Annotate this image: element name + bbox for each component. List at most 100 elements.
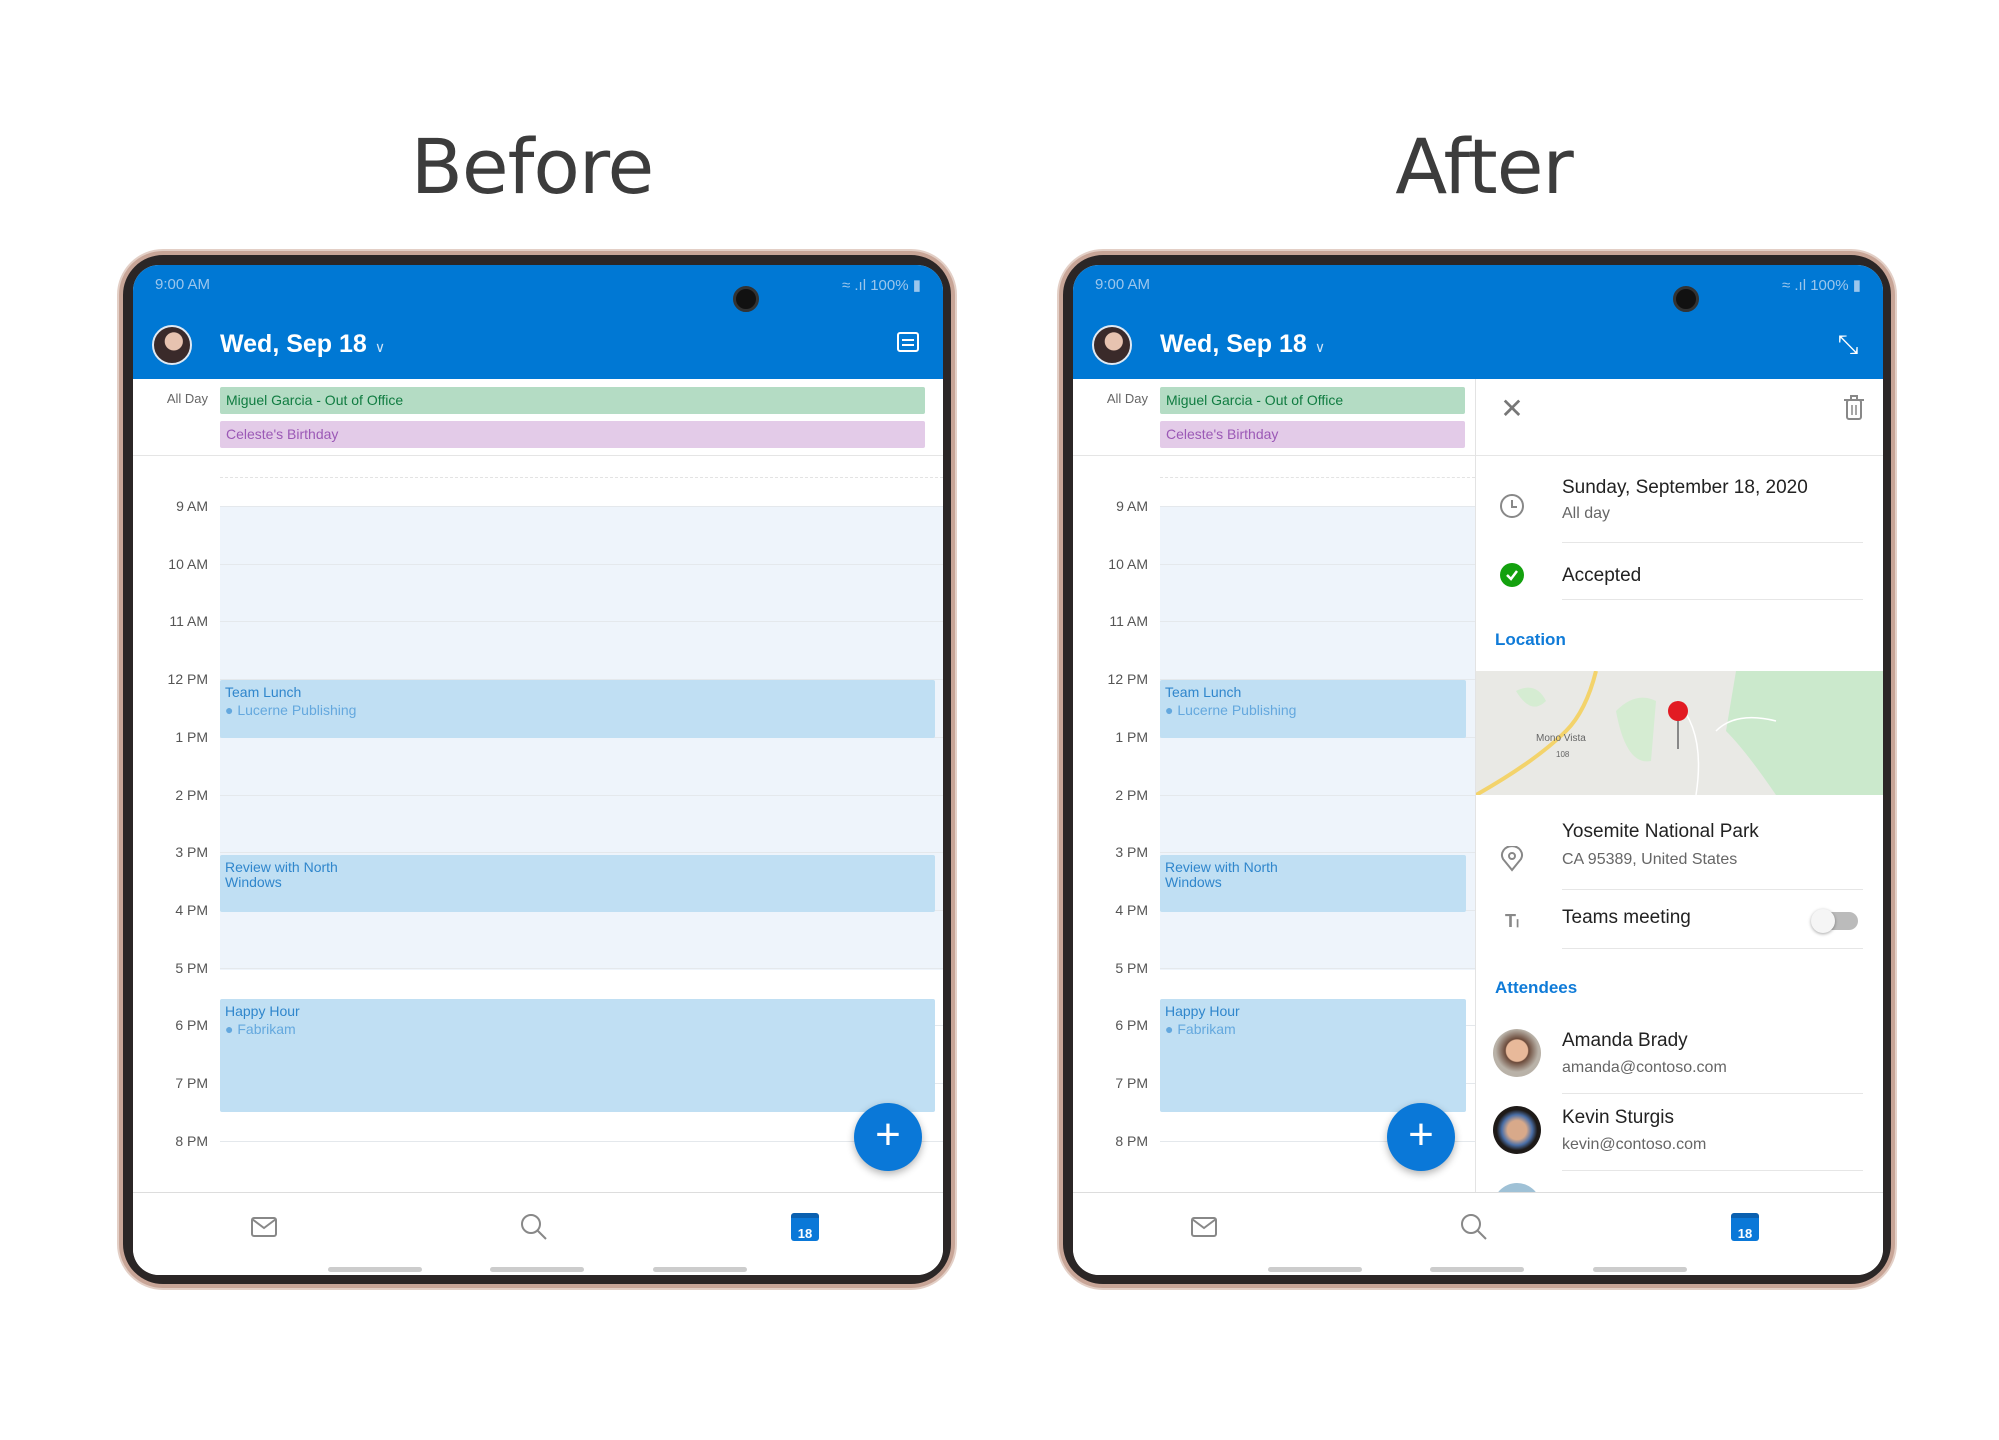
device-after: 9:00 AM ≈ .ıl 100% ▮ Wed, Sep 18 ∨ ⤡ All …: [1059, 251, 1895, 1288]
grid-line: [1160, 477, 1475, 478]
toggle-knob: [1811, 909, 1835, 933]
hour-label: 6 PM: [1115, 1017, 1148, 1034]
accepted-check-icon: [1498, 562, 1526, 590]
screen: 9:00 AM ≈ .ıl 100% ▮ Wed, Sep 18 ∨ All Da…: [133, 265, 943, 1275]
map-place-label: Mono Vista: [1536, 733, 1586, 744]
search-icon[interactable]: [1454, 1213, 1494, 1243]
event-location: ● Fabrikam: [1165, 1022, 1461, 1037]
hour-label: 3 PM: [1115, 844, 1148, 861]
after-caption: After: [1395, 122, 1574, 211]
hour-label: 6 PM: [175, 1017, 208, 1034]
calendar-event[interactable]: Review with North Windows: [1160, 855, 1466, 912]
agenda-view-icon[interactable]: [893, 329, 923, 359]
hour-label: 11 AM: [169, 613, 208, 630]
attendees-heading: Attendees: [1495, 978, 1578, 997]
all-day-event[interactable]: Miguel Garcia - Out of Office: [1160, 387, 1465, 414]
calendar-nav-icon[interactable]: 18: [791, 1213, 819, 1241]
event-location: ● Fabrikam: [225, 1022, 930, 1037]
grid-line: [220, 563, 943, 565]
location-name: Yosemite National Park: [1562, 821, 1759, 842]
mail-icon[interactable]: [1184, 1213, 1224, 1243]
hour-label: 1 PM: [1115, 728, 1148, 745]
profile-avatar[interactable]: [1092, 325, 1132, 365]
event-location-text: Lucerne Publishing: [237, 702, 357, 718]
hour-label: 9 AM: [176, 498, 208, 514]
status-icons: ≈ .ıl 100% ▮: [841, 277, 921, 294]
gesture-bar: [653, 1267, 747, 1272]
bottom-nav: 18: [133, 1192, 943, 1275]
grid-line: [1160, 967, 1475, 969]
grid-line: [1160, 621, 1475, 623]
grid-line: [1160, 1140, 1475, 1142]
grid-line: [220, 1140, 943, 1142]
teams-meeting-toggle[interactable]: [1811, 909, 1858, 933]
clock-icon: [1498, 493, 1526, 521]
hour-label: 11 AM: [1109, 613, 1148, 630]
attendee-name[interactable]: Kevin Sturgis: [1562, 1107, 1674, 1128]
grid-line: [1160, 852, 1475, 854]
grid-line: [1160, 563, 1475, 565]
attendee-name[interactable]: Amanda Brady: [1562, 1030, 1688, 1051]
date-picker-title[interactable]: Wed, Sep 18 ∨: [1160, 330, 1325, 359]
camera-cutout: [1673, 286, 1699, 312]
teams-icon: Tₗ: [1505, 911, 1519, 931]
divider: [1562, 1093, 1863, 1094]
search-icon[interactable]: [514, 1213, 554, 1243]
new-event-button[interactable]: +: [1387, 1103, 1455, 1171]
location-map[interactable]: Mono Vista 108: [1476, 671, 1883, 795]
status-icons: ≈ .ıl 100% ▮: [1781, 277, 1861, 294]
divider: [1562, 542, 1863, 543]
attendee-avatar[interactable]: [1493, 1106, 1541, 1154]
calendar-event[interactable]: Team Lunch ● Lucerne Publishing: [1160, 680, 1466, 738]
location-pin-icon: ●: [225, 702, 234, 718]
device-before: 9:00 AM ≈ .ıl 100% ▮ Wed, Sep 18 ∨ All Da…: [119, 251, 955, 1288]
calendar-event[interactable]: Happy Hour ● Fabrikam: [220, 999, 935, 1112]
hour-label: 2 PM: [1115, 786, 1148, 803]
calendar-event[interactable]: Review with North Windows: [220, 855, 935, 912]
profile-avatar[interactable]: [152, 325, 192, 365]
event-title: Review with North Windows: [225, 859, 338, 890]
grid-line: [1160, 794, 1475, 796]
event-title: Review with North Windows: [1165, 859, 1278, 890]
gesture-bar: [1268, 1267, 1362, 1272]
hour-label: 1 PM: [175, 728, 208, 745]
calendar-nav-icon[interactable]: 18: [1731, 1213, 1759, 1241]
grid-line: [220, 852, 943, 854]
hour-label: 10 AM: [168, 555, 208, 572]
attendee-avatar[interactable]: [1493, 1183, 1541, 1192]
grid-line: [1160, 506, 1475, 507]
hour-label: 12 PM: [1107, 671, 1148, 688]
hour-label: 2 PM: [175, 786, 208, 803]
attendee-email: amanda@contoso.com: [1562, 1059, 1727, 1076]
attendee-avatar[interactable]: [1493, 1029, 1541, 1077]
hour-label: 7 PM: [1115, 1075, 1148, 1091]
close-icon[interactable]: ✕: [1500, 393, 1524, 424]
before-caption: Before: [410, 122, 654, 211]
divider: [1562, 599, 1863, 600]
date-title: Wed, Sep 18: [1160, 330, 1307, 358]
all-day-event[interactable]: Miguel Garcia - Out of Office: [220, 387, 925, 414]
map-pin-icon: [1668, 701, 1688, 721]
all-day-event[interactable]: Celeste's Birthday: [1160, 421, 1465, 448]
delete-icon[interactable]: [1840, 395, 1868, 423]
gesture-bar: [1593, 1267, 1687, 1272]
hour-label: 3 PM: [175, 844, 208, 861]
date-picker-title[interactable]: Wed, Sep 18 ∨: [220, 330, 385, 359]
all-day-label: All Day: [166, 391, 208, 406]
all-day-label: All Day: [1106, 391, 1148, 406]
new-event-button[interactable]: +: [854, 1103, 922, 1171]
mail-icon[interactable]: [244, 1213, 284, 1243]
all-day-event[interactable]: Celeste's Birthday: [220, 421, 925, 448]
all-day-section: All Day Miguel Garcia - Out of Office Ce…: [1073, 379, 1475, 456]
grid-line: [220, 621, 943, 623]
expand-icon[interactable]: ⤡: [1837, 329, 1859, 359]
calendar-event[interactable]: Happy Hour ● Fabrikam: [1160, 999, 1466, 1112]
app-header: 9:00 AM ≈ .ıl 100% ▮ Wed, Sep 18 ∨: [133, 265, 943, 379]
hour-label: 4 PM: [175, 901, 208, 918]
battery-text: 100%: [870, 277, 909, 294]
calendar-event[interactable]: Team Lunch ● Lucerne Publishing: [220, 680, 935, 738]
event-location: ● Lucerne Publishing: [1165, 703, 1461, 718]
grid-line: [220, 477, 943, 478]
hour-label: 8 PM: [175, 1132, 208, 1149]
camera-cutout: [733, 286, 759, 312]
